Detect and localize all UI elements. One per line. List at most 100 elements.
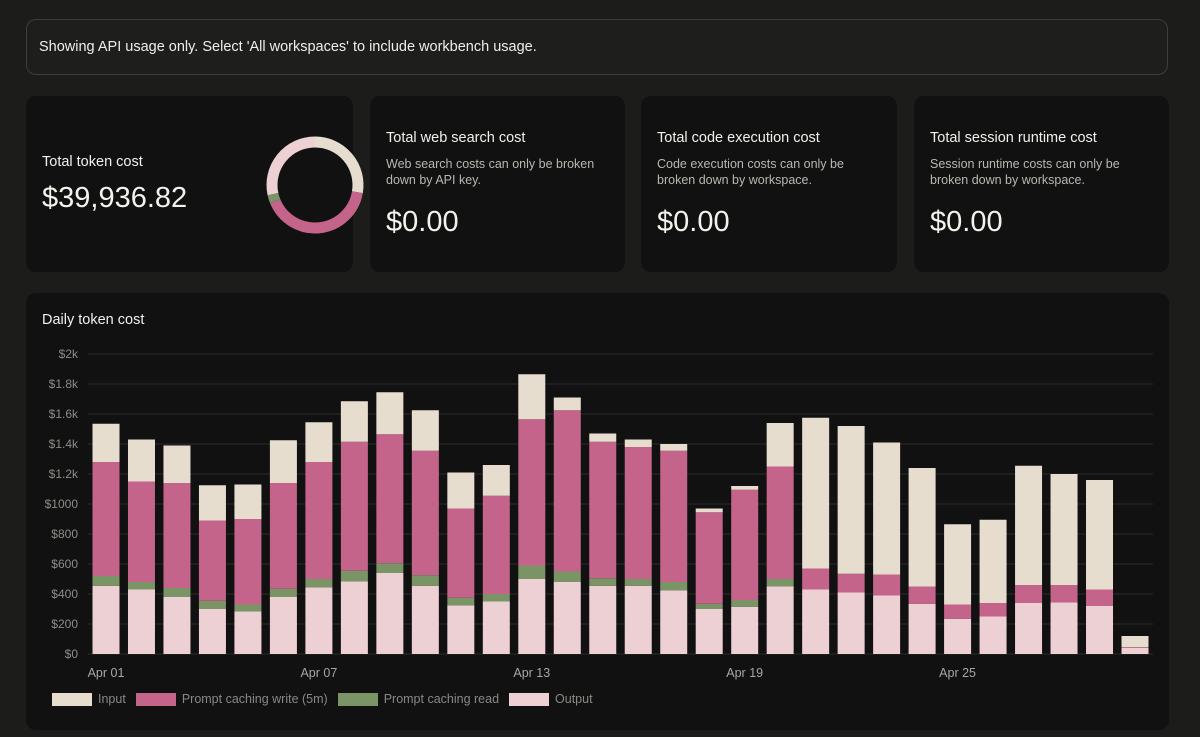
bar-segment-read: [411, 575, 439, 586]
bar-segment-write: [127, 481, 155, 582]
bar-segment-write: [589, 441, 617, 579]
y-tick-label: $2k: [59, 347, 79, 361]
x-tick-label: Apr 13: [513, 666, 550, 680]
bar-apr-25[interactable]: [944, 524, 972, 654]
web-search-value: $0.00: [386, 206, 459, 238]
bar-segment-write: [198, 520, 226, 601]
legend-label-write: Prompt caching write (5m): [181, 692, 328, 706]
bar-segment-write: [979, 603, 1007, 617]
bar-segment-read: [92, 576, 120, 586]
bar-apr-26[interactable]: [979, 519, 1007, 654]
bar-segment-read: [376, 563, 404, 573]
bar-segment-write: [269, 483, 297, 589]
bar-segment-input: [837, 426, 865, 574]
bar-segment-output: [234, 611, 262, 654]
bar-segment-input: [305, 422, 333, 462]
y-tick-label: $1.8k: [49, 377, 79, 391]
bar-segment-read: [163, 588, 191, 597]
bar-segment-output: [944, 618, 972, 654]
bar-apr-20[interactable]: [766, 423, 794, 654]
bar-segment-read: [624, 579, 652, 586]
bar-segment-write: [1121, 647, 1149, 648]
bar-apr-15[interactable]: [589, 433, 617, 655]
bar-segment-write: [695, 512, 723, 604]
bar-apr-06[interactable]: [269, 440, 297, 654]
bar-apr-07[interactable]: [305, 422, 333, 654]
code-exec-desc: Code execution costs can only be broken …: [657, 157, 844, 187]
bar-segment-input: [624, 439, 652, 447]
bar-apr-11[interactable]: [447, 472, 475, 655]
session-title: Total session runtime cost: [930, 130, 1097, 146]
donut-segment-input: [314, 136, 364, 194]
bar-apr-19[interactable]: [731, 486, 759, 654]
bar-segment-write: [802, 568, 830, 590]
bar-segment-input: [1121, 636, 1149, 648]
legend-label-input: Input: [98, 692, 126, 706]
bar-apr-14[interactable]: [553, 397, 581, 655]
bar-apr-23[interactable]: [873, 442, 901, 655]
bar-apr-08[interactable]: [340, 401, 368, 654]
bar-segment-read: [305, 579, 333, 588]
session-runtime-cost-card: Total session runtime cost Session runti…: [914, 96, 1169, 272]
y-tick-label: $0: [65, 647, 79, 661]
bar-segment-write: [1015, 585, 1043, 603]
bar-apr-04[interactable]: [198, 485, 226, 654]
bar-segment-input: [269, 440, 297, 483]
bar-segment-output: [695, 609, 723, 654]
bar-segment-output: [127, 589, 155, 654]
bar-apr-27[interactable]: [1015, 465, 1043, 654]
bar-apr-24[interactable]: [908, 468, 936, 654]
bar-apr-02[interactable]: [127, 439, 155, 655]
bar-segment-input: [766, 423, 794, 467]
bar-segment-output: [766, 586, 794, 654]
bar-segment-input: [234, 484, 262, 519]
bar-segment-write: [837, 573, 865, 593]
bar-apr-16[interactable]: [624, 439, 652, 655]
bar-segment-output: [731, 606, 759, 654]
bar-segment-write: [482, 495, 510, 594]
bar-segment-write: [305, 462, 333, 579]
x-tick-label: Apr 19: [726, 666, 763, 680]
bar-apr-22[interactable]: [837, 426, 865, 654]
bar-apr-03[interactable]: [163, 445, 191, 655]
bar-apr-05[interactable]: [234, 484, 262, 655]
bar-segment-read: [127, 582, 155, 590]
legend-label-output: Output: [555, 692, 593, 706]
bar-segment-write: [873, 574, 901, 596]
bar-segment-output: [1050, 602, 1078, 654]
bar-segment-output: [163, 597, 191, 654]
bar-apr-10[interactable]: [411, 410, 439, 654]
bar-apr-01[interactable]: [92, 423, 120, 654]
bar-apr-28[interactable]: [1050, 474, 1078, 654]
bar-apr-30[interactable]: [1121, 636, 1149, 654]
code-exec-title: Total code execution cost: [657, 130, 820, 146]
bar-segment-write: [1050, 585, 1078, 603]
bar-apr-21[interactable]: [802, 417, 830, 654]
bar-apr-13[interactable]: [518, 374, 546, 654]
web-search-desc: Web search costs can only be broken down…: [386, 157, 595, 187]
bar-segment-output: [305, 587, 333, 654]
bar-apr-17[interactable]: [660, 444, 688, 654]
bar-apr-12[interactable]: [482, 465, 510, 654]
bar-segment-input: [518, 374, 546, 420]
bar-apr-09[interactable]: [376, 392, 404, 654]
chart-legend: Input Prompt caching write (5m) Prompt c…: [52, 692, 603, 706]
bar-apr-29[interactable]: [1086, 480, 1114, 654]
legend-swatch-read: [337, 692, 378, 706]
bar-apr-18[interactable]: [695, 508, 723, 655]
bar-segment-write: [163, 483, 191, 588]
bar-segment-input: [553, 397, 581, 411]
bar-segment-input: [482, 465, 510, 496]
bar-segment-read: [482, 594, 510, 602]
bar-segment-input: [1050, 474, 1078, 585]
bar-segment-output: [92, 585, 120, 654]
api-usage-notice: Showing API usage only. Select 'All work…: [26, 19, 1168, 75]
token-cost-donut: [266, 136, 364, 234]
bar-segment-write: [908, 586, 936, 604]
bar-segment-read: [340, 570, 368, 582]
bar-segment-output: [660, 590, 688, 654]
code-exec-value: $0.00: [657, 206, 730, 238]
bar-segment-output: [873, 595, 901, 654]
bar-segment-read: [198, 600, 226, 609]
bar-segment-write: [447, 508, 475, 598]
